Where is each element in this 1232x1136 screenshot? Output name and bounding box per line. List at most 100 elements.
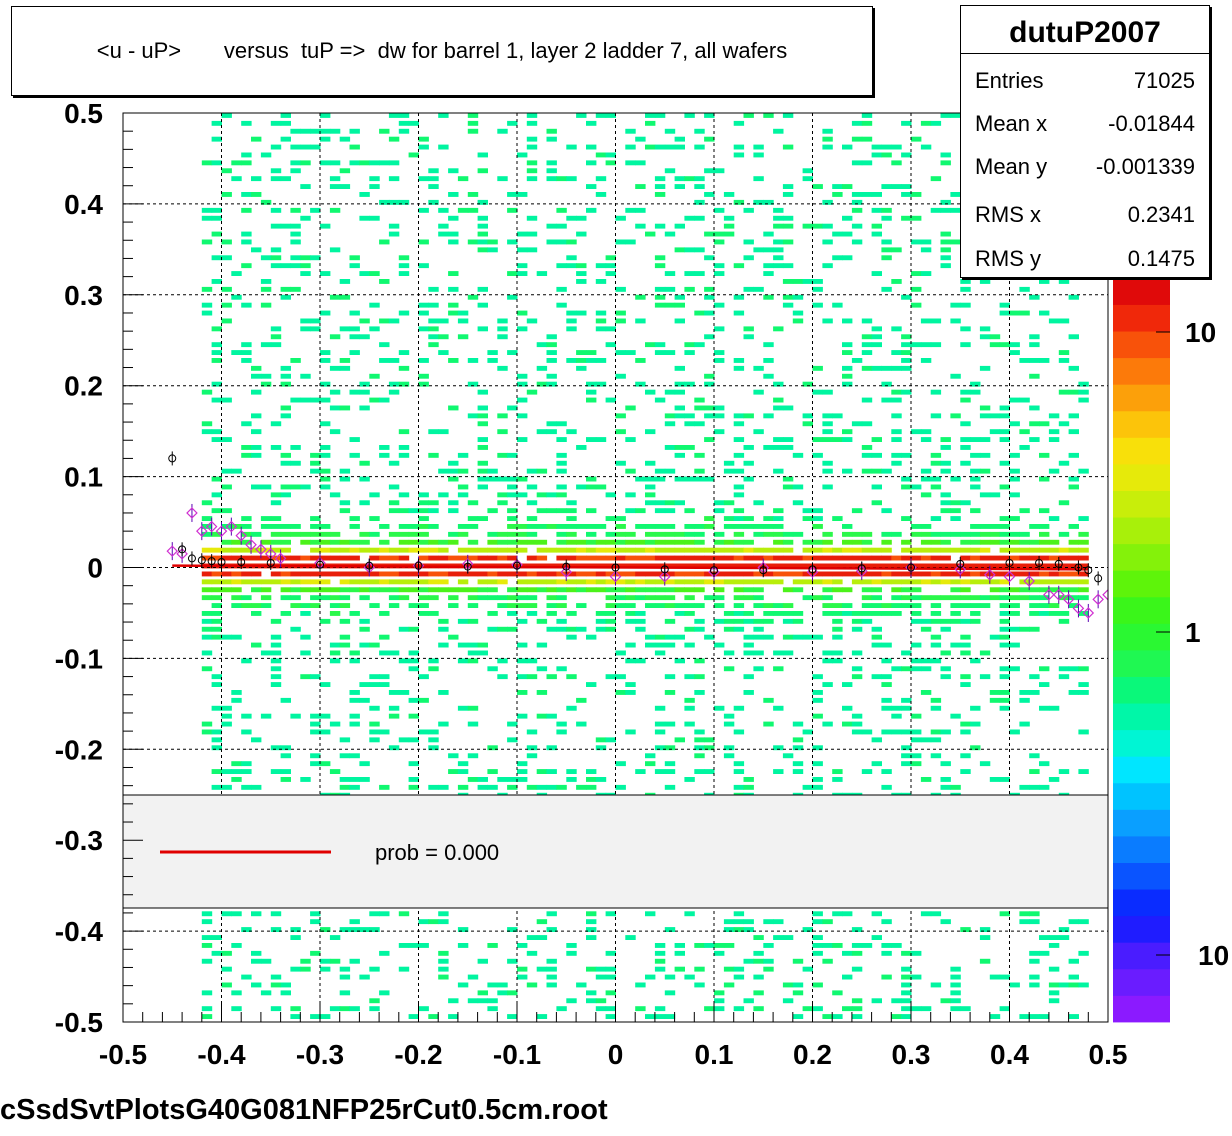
heatmap-cell (467, 500, 479, 506)
heatmap-cell (467, 777, 479, 782)
heatmap-cell (635, 381, 646, 387)
heatmap-cell (457, 943, 469, 948)
heatmap-cell (773, 405, 784, 411)
heatmap-cell (635, 571, 646, 577)
heatmap-cell (901, 294, 912, 300)
heatmap-cell (457, 452, 469, 458)
heatmap-cell (851, 563, 863, 569)
heatmap-cell (881, 207, 892, 213)
heatmap-cell (517, 373, 528, 379)
heatmap-cell (211, 120, 222, 126)
heatmap-cell (645, 1014, 656, 1019)
heatmap-cell (320, 713, 331, 719)
heatmap-cell (379, 539, 390, 545)
heatmap-cell (487, 784, 498, 790)
heatmap-cell (457, 618, 469, 624)
heatmap-cell (704, 571, 715, 577)
heatmap-cell (201, 666, 213, 672)
heatmap-cell (349, 658, 360, 664)
heatmap-cell (1039, 595, 1050, 601)
heatmap-cell (310, 207, 321, 213)
heatmap-cell (842, 231, 853, 237)
heatmap-cell (871, 642, 882, 648)
heatmap-cell (733, 421, 745, 427)
heatmap-cell (714, 168, 725, 174)
heatmap-cell (704, 168, 715, 174)
heatmap-cell (526, 524, 538, 529)
heatmap-cell (1019, 508, 1030, 514)
heatmap-cell (773, 555, 784, 561)
heatmap-cell (694, 531, 705, 537)
heatmap-cell (1078, 531, 1089, 537)
heatmap-cell (556, 1006, 567, 1012)
heatmap-cell (881, 531, 892, 537)
heatmap-cell (920, 777, 932, 782)
heatmap-cell (842, 524, 853, 529)
heatmap-cell (842, 721, 853, 727)
heatmap-cell (871, 611, 882, 616)
heatmap-cell (418, 508, 429, 514)
heatmap-cell (753, 595, 764, 601)
heatmap-cell (812, 547, 823, 553)
heatmap-cell (674, 381, 685, 387)
heatmap-cell (615, 531, 626, 537)
heatmap-cell (743, 539, 754, 545)
heatmap-cell (1029, 342, 1040, 348)
heatmap-cell (901, 192, 912, 197)
heatmap-cell (605, 571, 616, 577)
heatmap-cell (654, 943, 666, 948)
heatmap-cell (714, 595, 725, 601)
heatmap-cell (970, 595, 981, 601)
heatmap-cell (743, 207, 754, 213)
heatmap-cell (546, 223, 557, 229)
heatmap-cell (457, 579, 469, 585)
heatmap-cell (950, 113, 961, 118)
heatmap-cell (310, 579, 321, 585)
heatmap-cell (940, 563, 951, 569)
heatmap-cell (1058, 547, 1070, 553)
heatmap-cell (802, 634, 813, 640)
heatmap-cell (625, 128, 636, 134)
heatmap-cell (812, 508, 823, 514)
heatmap-cell (536, 935, 548, 940)
heatmap-cell (753, 990, 764, 996)
heatmap-cell (881, 184, 892, 189)
heatmap-cell (260, 539, 272, 545)
heatmap-cell (664, 642, 676, 648)
heatmap-cell (999, 437, 1010, 442)
heatmap-cell (832, 658, 843, 664)
heatmap-cell (251, 950, 262, 956)
heatmap-cell (950, 966, 961, 972)
heatmap-cell (832, 943, 843, 948)
heatmap-cell (251, 247, 262, 253)
heatmap-cell (664, 413, 676, 419)
heatmap-cell (832, 579, 843, 585)
heatmap-cell (290, 587, 301, 593)
heatmap-cell (329, 176, 341, 182)
heatmap-cell (398, 658, 410, 664)
heatmap-cell (970, 611, 981, 616)
heatmap-cell (556, 579, 567, 585)
heatmap-cell (221, 484, 232, 490)
heatmap-cell (930, 705, 942, 711)
heatmap-cell (477, 302, 488, 308)
heatmap-cell (822, 437, 833, 442)
heatmap-cell (782, 753, 794, 759)
heatmap-cell (586, 919, 597, 925)
heatmap-cell (280, 539, 291, 545)
heatmap-cell (556, 603, 567, 608)
heatmap-cell (310, 531, 321, 537)
profile-point-magenta (658, 570, 671, 583)
heatmap-cell (782, 935, 794, 940)
heatmap-cell (753, 144, 764, 150)
heatmap-cell (851, 943, 863, 948)
heatmap-cell (201, 207, 213, 213)
heatmap-cell (320, 128, 331, 134)
heatmap-cell (822, 199, 833, 205)
heatmap-cell (517, 437, 528, 442)
heatmap-cell (654, 1014, 666, 1019)
heatmap-cell (586, 579, 597, 585)
heatmap-cell (940, 579, 951, 585)
y-tick-label: -0.4 (55, 916, 104, 947)
heatmap-cell (901, 666, 912, 672)
